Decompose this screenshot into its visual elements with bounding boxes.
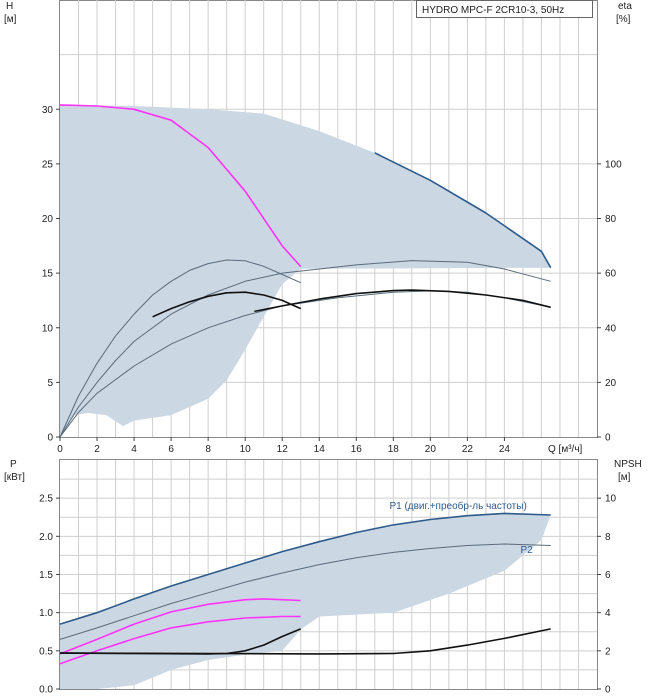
series-line [59, 543, 551, 640]
head-series [59, 104, 552, 438]
series-line [59, 104, 302, 268]
right-tick-label: 80 [605, 214, 617, 225]
power-left-ticks: 0.0 0.5 1.0 1.5 2.0 2.5 [39, 494, 60, 696]
right-tick-label: 40 [605, 323, 617, 334]
npsh-right-ticks: 0 2 4 6 8 10 [597, 494, 617, 696]
head-axis-label: H [6, 1, 13, 12]
x-tick-label: 4 [131, 444, 137, 455]
flow-axis-label: Q [м³/ч] [548, 444, 583, 455]
head-axis-unit: [м] [4, 14, 17, 25]
x-tick-label: 12 [277, 444, 289, 455]
left-tick-label: 20 [42, 214, 54, 225]
right-tick-label: 60 [605, 269, 617, 280]
left-tick-label: 5 [47, 378, 53, 389]
x-tick-label: 24 [499, 444, 511, 455]
series-line [152, 291, 302, 318]
power-axis-unit: [кВт] [4, 472, 25, 483]
series-line [59, 260, 551, 438]
x-tick-label: 2 [94, 444, 100, 455]
right-tick-label: 0 [605, 433, 611, 444]
x-tick-label: 8 [205, 444, 211, 455]
power-axis-label: P [10, 459, 17, 470]
left-tick-label: 10 [42, 323, 54, 334]
left-tick-label: 2.5 [39, 494, 53, 505]
series-line [59, 512, 551, 625]
x-tick-label: 22 [462, 444, 474, 455]
series-annotation: P2 [521, 545, 534, 556]
left-tick-label: 1.0 [39, 608, 53, 619]
eta-axis-unit: [%] [616, 14, 631, 25]
right-tick-label: 20 [605, 378, 617, 389]
series-line [59, 628, 551, 655]
x-tick-label: 18 [388, 444, 400, 455]
left-tick-label: 1.5 [39, 570, 53, 581]
right-tick-label: 4 [605, 608, 611, 619]
right-tick-label: 6 [605, 570, 611, 581]
right-tick-label: 8 [605, 532, 611, 543]
left-tick-label: 15 [42, 269, 54, 280]
chart-title: HYDRO MPC-F 2CR10-3, 50Hz [422, 5, 564, 16]
flow-x-ticks: 0 2 4 6 8 10 12 14 16 18 20 22 24 [57, 437, 510, 455]
right-tick-label: 100 [605, 159, 622, 170]
x-tick-label: 0 [57, 444, 63, 455]
x-tick-label: 20 [425, 444, 437, 455]
x-tick-label: 14 [314, 444, 326, 455]
power-annotations: P1 (двиг.+преобр-ль частоты) P2 [389, 500, 533, 556]
series-annotation: P1 (двиг.+преобр-ль частоты) [389, 500, 526, 512]
head-left-ticks: 0 5 10 15 20 25 30 [42, 105, 60, 444]
left-tick-label: 25 [42, 159, 54, 170]
power-envelope [60, 513, 551, 689]
right-tick-label: 0 [605, 685, 611, 696]
left-tick-label: 2.0 [39, 532, 53, 543]
right-tick-label: 10 [605, 494, 617, 505]
head-envelope [60, 104, 551, 438]
npsh-axis-label: NPSH [614, 459, 642, 470]
left-tick-label: 0.5 [39, 646, 53, 657]
power-series [59, 512, 551, 665]
series-line [59, 259, 301, 438]
envelope-area [60, 513, 551, 689]
right-tick-label: 2 [605, 646, 611, 657]
left-tick-label: 30 [42, 105, 54, 116]
eta-axis-label: eta [618, 1, 632, 12]
eta-right-ticks: 0 20 40 60 80 100 [597, 159, 622, 444]
x-tick-label: 6 [168, 444, 174, 455]
x-tick-label: 10 [240, 444, 252, 455]
series-line [59, 598, 301, 655]
npsh-axis-unit: [м] [618, 472, 631, 483]
series-line [59, 615, 301, 665]
chart-title-box [416, 0, 593, 18]
envelope-area [60, 104, 551, 438]
left-tick-label: 0 [47, 433, 53, 444]
series-line [374, 152, 552, 269]
series-line [254, 289, 551, 313]
left-tick-label: 0.0 [39, 685, 53, 696]
power-panel: 0.0 0.5 1.0 1.5 2.0 2.5 0 2 4 6 8 10 P1 (двиг.+пре… [4, 459, 642, 696]
x-tick-label: 16 [351, 444, 363, 455]
